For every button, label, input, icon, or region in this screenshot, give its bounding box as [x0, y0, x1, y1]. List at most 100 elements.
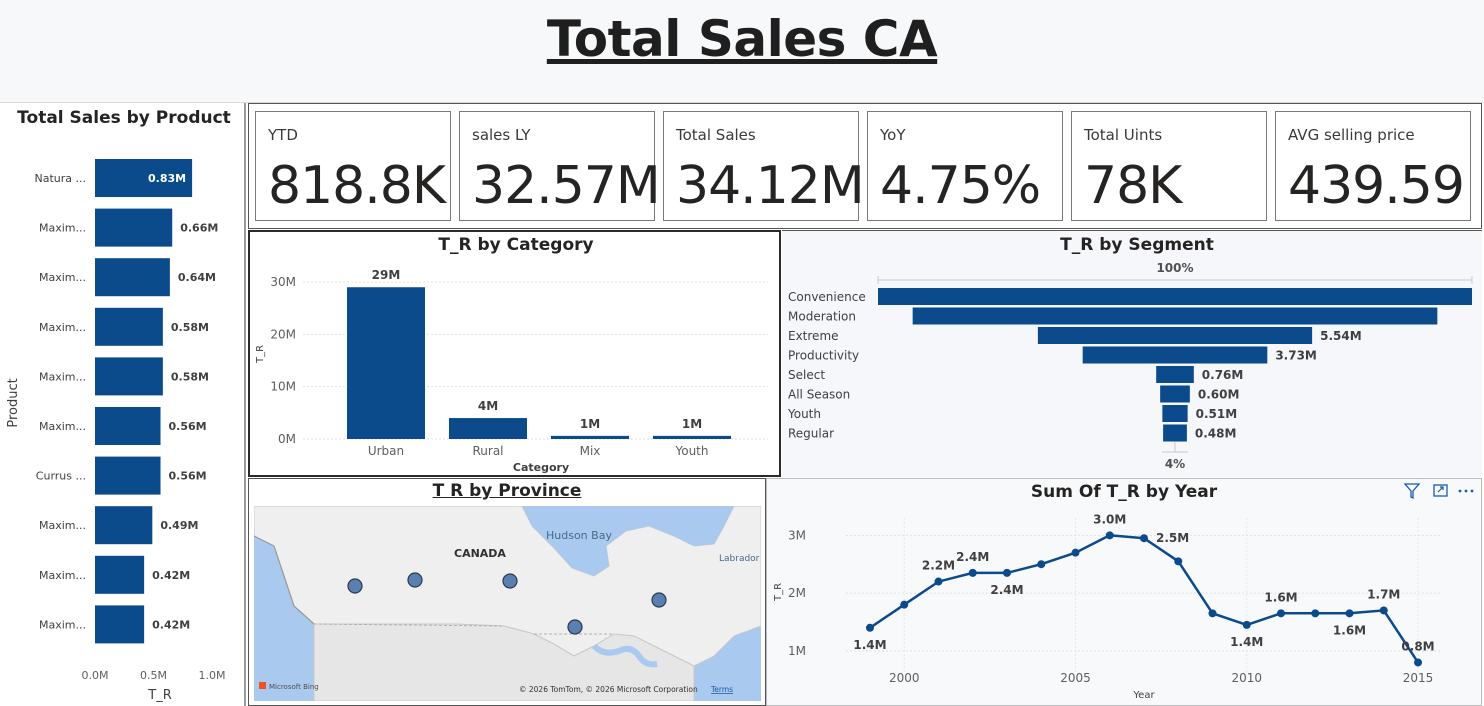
year-point[interactable]: [1037, 560, 1046, 569]
product-data-label: 0.42M: [152, 569, 190, 582]
year-y-axis-label: T_R: [773, 583, 784, 602]
segment-bar[interactable]: [878, 288, 1472, 305]
category-data-label: 4M: [478, 399, 498, 413]
product-category-label: Maxim...: [39, 222, 86, 235]
page-header: [0, 0, 1484, 103]
kpi-label: Total Uints: [1084, 126, 1163, 144]
segment-data-label: 3.73M: [1275, 349, 1317, 363]
product-x-tick: 0.0M: [82, 669, 109, 682]
year-data-label: 2.2M: [922, 559, 955, 573]
province-map[interactable]: CANADA Hudson Bay Labrador S Microsoft B…: [254, 506, 761, 701]
filter-icon[interactable]: [1403, 483, 1421, 500]
kpi-card[interactable]: AVG selling price 439.59: [1275, 111, 1471, 221]
year-data-label: 3.0M: [1093, 512, 1126, 526]
product-data-label: 0.64M: [178, 271, 216, 284]
year-point[interactable]: [1379, 606, 1388, 615]
product-bar[interactable]: [95, 159, 193, 197]
year-x-axis-label: Year: [1132, 690, 1155, 701]
map-label-labrador: Labrador S: [719, 554, 761, 564]
year-x-tick: 2015: [1403, 671, 1434, 685]
segment-bar[interactable]: [912, 307, 1438, 325]
kpi-card[interactable]: YoY 4.75%: [867, 111, 1063, 221]
product-bar[interactable]: [95, 506, 153, 545]
year-point[interactable]: [1002, 568, 1011, 577]
year-point[interactable]: [1311, 609, 1320, 618]
category-bar[interactable]: [347, 287, 425, 439]
province-point[interactable]: [407, 572, 423, 588]
funnel-bottom-label: 4%: [1165, 457, 1185, 471]
segment-data-label: 0.51M: [1196, 407, 1238, 421]
product-data-label: 0.56M: [169, 470, 207, 483]
category-bar[interactable]: [551, 435, 629, 439]
segment-category-label: Convenience: [788, 290, 866, 304]
category-x-tick: Rural: [472, 444, 503, 458]
year-point[interactable]: [1140, 534, 1148, 543]
product-x-tick: 1.0M: [199, 669, 226, 682]
product-category-label: Currus ...: [36, 470, 86, 483]
product-data-label: 0.58M: [171, 370, 209, 383]
category-bar[interactable]: [653, 435, 731, 439]
kpi-card[interactable]: Total Uints 78K: [1071, 111, 1267, 221]
kpi-value: 4.75%: [880, 156, 1041, 216]
province-point[interactable]: [567, 619, 583, 635]
year-point[interactable]: [1071, 548, 1080, 557]
year-series-line: [869, 534, 1420, 664]
segment-bar[interactable]: [1163, 424, 1187, 442]
year-point[interactable]: [968, 568, 977, 577]
product-bar[interactable]: [95, 208, 173, 247]
year-point[interactable]: [934, 577, 943, 586]
segment-bar[interactable]: [1156, 366, 1194, 383]
year-point[interactable]: [900, 600, 909, 609]
year-point[interactable]: [1242, 620, 1251, 629]
page-title: Total Sales CA: [546, 10, 938, 68]
category-y-axis-label: T_R: [255, 345, 266, 364]
category-bar[interactable]: [449, 418, 527, 439]
province-point[interactable]: [502, 573, 518, 589]
funnel-top-label: 100%: [1156, 261, 1193, 275]
map-terms-link[interactable]: Terms: [710, 685, 733, 694]
year-point[interactable]: [1277, 609, 1286, 618]
year-data-label: 0.8M: [1401, 639, 1434, 653]
segment-data-label: 5.54M: [1320, 329, 1362, 343]
province-point[interactable]: [651, 592, 667, 608]
year-point[interactable]: [1345, 609, 1354, 618]
kpi-label: YoY: [880, 126, 906, 144]
kpi-card[interactable]: YTD 818.8K: [255, 111, 451, 221]
category-data-label: 1M: [580, 417, 600, 431]
segment-bar[interactable]: [1082, 346, 1268, 364]
kpi-label: YTD: [268, 126, 298, 144]
year-data-label: 2.4M: [990, 583, 1023, 597]
segment-bar[interactable]: [1160, 385, 1190, 403]
segment-category-label: Extreme: [788, 329, 839, 343]
product-x-axis-label: T_R: [147, 688, 171, 703]
more-options-icon[interactable]: [1458, 489, 1474, 493]
year-point[interactable]: [1414, 658, 1423, 667]
product-chart: Total Sales by Product Product T_R Natur…: [6, 108, 231, 703]
kpi-label: sales LY: [472, 126, 531, 144]
product-bar[interactable]: [95, 456, 161, 495]
segment-bar[interactable]: [1037, 327, 1313, 344]
map-logo-text: Microsoft Bing: [269, 683, 319, 691]
segment-bar[interactable]: [1162, 405, 1188, 422]
product-bar[interactable]: [95, 307, 163, 346]
product-data-label: 0.56M: [169, 420, 207, 433]
kpi-card[interactable]: sales LY 32.57M: [459, 111, 661, 221]
kpi-card[interactable]: Total Sales 34.12M: [663, 111, 865, 221]
map-credit: © 2026 TomTom, © 2026 Microsoft Corporat…: [519, 685, 698, 694]
year-point[interactable]: [1208, 609, 1217, 618]
product-bar[interactable]: [95, 605, 145, 644]
year-panel[interactable]: [766, 478, 1482, 706]
product-category-label: Maxim...: [39, 519, 86, 532]
segment-category-label: Youth: [787, 407, 821, 421]
focus-mode-icon[interactable]: [1433, 484, 1448, 497]
year-point[interactable]: [1105, 531, 1114, 540]
year-point[interactable]: [1174, 557, 1183, 566]
product-bar[interactable]: [95, 357, 163, 396]
bing-logo-icon: [259, 682, 266, 689]
province-point[interactable]: [347, 578, 363, 594]
product-category-label: Maxim...: [39, 420, 86, 433]
product-bar[interactable]: [95, 258, 170, 297]
product-bar[interactable]: [95, 407, 161, 445]
product-bar[interactable]: [95, 555, 145, 594]
year-point[interactable]: [865, 623, 874, 632]
